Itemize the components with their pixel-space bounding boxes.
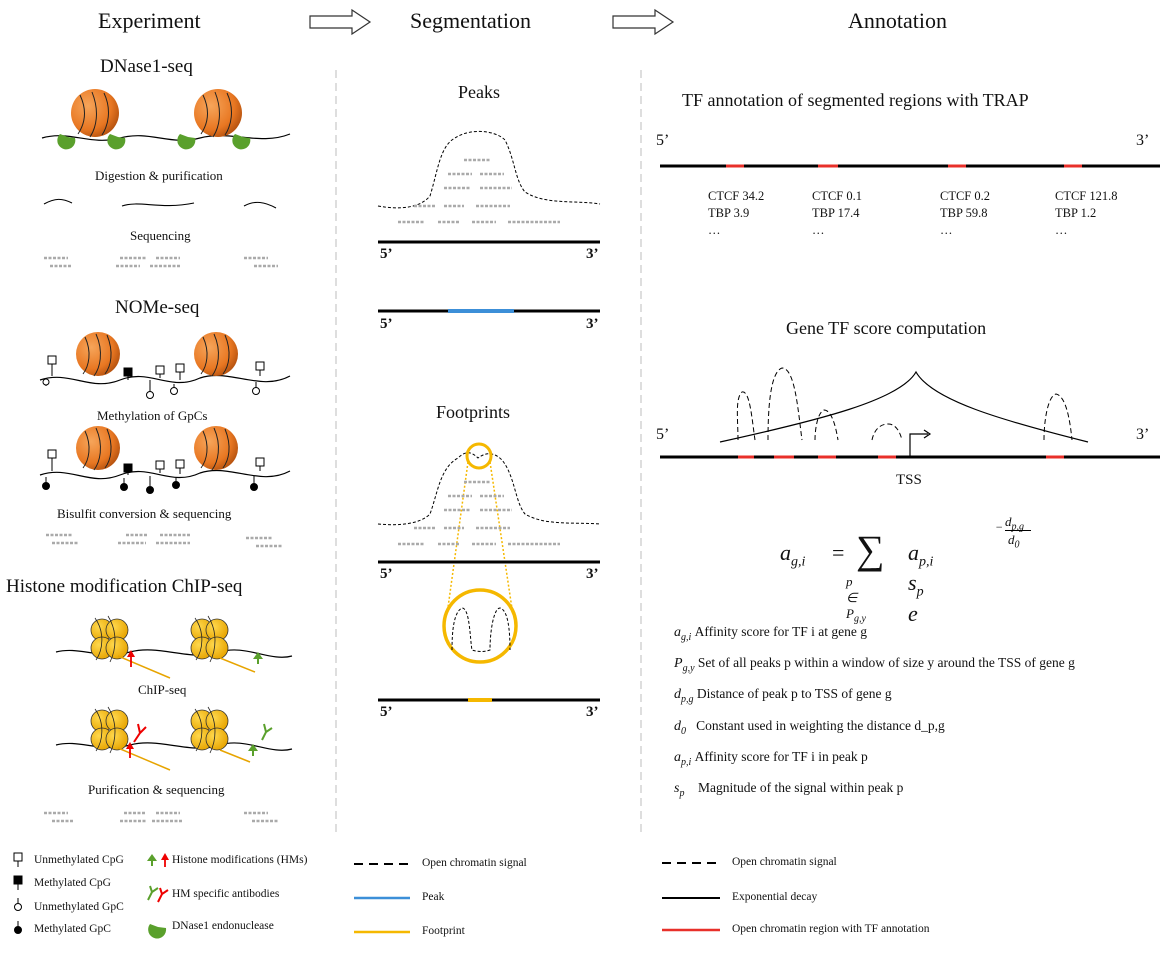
- region-annotation-4: CTCF 121.8 TBP 1.2…: [1055, 189, 1118, 237]
- histone-reads: [44, 811, 278, 823]
- definition-sp: sp Magnitude of the signal within peak p: [674, 780, 904, 799]
- nucleosome-1: [71, 89, 119, 138]
- legend-footprint: Footprint: [422, 925, 465, 937]
- gene-title: Gene TF score computation: [786, 318, 987, 338]
- histone-chromatin-2: [55, 742, 293, 751]
- nome-markers-2: [42, 449, 265, 494]
- foot-signal: [377, 452, 601, 526]
- legend-exp-decay: Exponential decay: [732, 891, 818, 903]
- legend-unmethylated-gpc: Unmethylated GpC: [34, 901, 124, 913]
- legend-methylated-cpg: Methylated CpG: [34, 877, 111, 889]
- histone-tails-2: [117, 747, 251, 771]
- peaks-five-prime: 5’: [380, 246, 393, 262]
- peak-bar-three-prime: 3’: [586, 316, 599, 332]
- hm-antibodies-bound: [133, 723, 273, 743]
- nome-nucleosome-3: [76, 426, 120, 471]
- peaks-reads: [398, 158, 560, 224]
- nome-chromatin-1: [39, 374, 291, 385]
- histone-octamer-3: [90, 706, 129, 754]
- footprint-zoom-signal: [451, 607, 511, 652]
- digestion-caption: Digestion & purification: [95, 168, 223, 183]
- gene-five-prime: 5’: [656, 426, 670, 443]
- histone-octamer-4: [190, 706, 229, 754]
- definition-d0: d0 Constant used in weighting the distan…: [674, 718, 945, 737]
- header-arrow-1: [309, 8, 372, 36]
- foot-reads: [398, 480, 560, 546]
- definition-dpg: dp,g Distance of peak p to TSS of gene g: [674, 686, 892, 705]
- peaks-signal: [377, 131, 601, 209]
- nome-chromatin-2: [39, 469, 291, 480]
- definition-pgy: Pg,y Set of all peaks p within a window …: [674, 655, 1075, 674]
- nome-reads: [46, 533, 282, 548]
- digested-fragments: [43, 198, 277, 209]
- peak-bar-five-prime: 5’: [380, 316, 393, 332]
- legend-methylated-gpc-icon: [14, 921, 22, 934]
- header-annotation: Annotation: [848, 8, 947, 33]
- foot-bar-three-prime: 3’: [586, 704, 599, 720]
- nome-markers-1: [42, 355, 265, 399]
- gene-three-prime: 3’: [1136, 426, 1150, 443]
- legend-unmethylated-gpc-icon: [14, 898, 22, 911]
- region-annotation-2: CTCF 0.1 TBP 17.4…: [812, 189, 863, 237]
- legend-hm-antibodies: HM specific antibodies: [172, 888, 280, 900]
- nucleosome-2: [194, 89, 242, 138]
- legend-unmethylated-cpg: Unmethylated CpG: [34, 854, 124, 866]
- gene-peaks-signal: [736, 367, 1073, 441]
- histone-tails-1: [117, 655, 256, 679]
- definition-agi: ag,i Affinity score for TF i at gene g: [674, 624, 867, 643]
- chip-caption: ChIP-seq: [138, 682, 187, 697]
- footprint-zoom-circle: [442, 588, 518, 664]
- histone-octamer-1: [90, 615, 129, 663]
- legend-hm-antibodies-icon: [147, 885, 169, 903]
- purification-caption: Purification & sequencing: [88, 782, 225, 797]
- nome-nucleosome-4: [194, 426, 238, 471]
- trap-title: TF annotation of segmented regions with …: [682, 90, 1029, 110]
- histone-mod-arrows-2: [126, 742, 258, 758]
- region-annotation-1: CTCF 34.2 TBP 3.9…: [708, 189, 765, 237]
- legend-methylated-gpc: Methylated GpC: [34, 923, 111, 935]
- histone-octamer-2: [190, 615, 229, 663]
- legend-methylated-cpg-icon: [13, 875, 23, 890]
- header-segmentation: Segmentation: [410, 8, 531, 33]
- footprint-highlight-small: [465, 442, 493, 470]
- legend-open-signal-2: Open chromatin signal: [732, 856, 837, 868]
- histone-title: Histone modification ChIP-seq: [6, 576, 243, 597]
- legend-dnase-icon: [148, 924, 167, 939]
- nome-nucleosome-2: [194, 332, 238, 377]
- legend-open-region-tf: Open chromatin region with TF annotation: [732, 923, 930, 935]
- legend-open-signal-1: Open chromatin signal: [422, 857, 527, 869]
- dnase-title: DNase1-seq: [100, 56, 193, 77]
- region-annotation-3: CTCF 0.2 TBP 59.8…: [940, 189, 991, 237]
- legend-dnase-endo: DNase1 endonuclease: [172, 920, 274, 932]
- exp-decay-curve: [719, 370, 1089, 443]
- foot-five-prime: 5’: [380, 566, 393, 582]
- legend-histone-mods-icon: [147, 853, 169, 867]
- legend-histone-mods: Histone modifications (HMs): [172, 854, 308, 866]
- dnase-chromatin: [41, 133, 291, 141]
- header-arrow-2: [612, 8, 675, 36]
- nome-title: NOMe-seq: [115, 297, 200, 318]
- legend-peak: Peak: [422, 891, 445, 903]
- foot-three-prime: 3’: [586, 566, 599, 582]
- nome-nucleosome-1: [76, 332, 120, 377]
- dnase-enzymes: [57, 134, 251, 150]
- histone-mod-arrows-1: [127, 650, 263, 667]
- methylation-caption: Methylation of GpCs: [97, 408, 208, 423]
- legend-unmethylated-cpg-icon: [13, 852, 23, 867]
- definition-api: ap,i Affinity score for TF i in peak p: [674, 749, 868, 768]
- foot-bar-five-prime: 5’: [380, 704, 393, 720]
- dnase-reads: [44, 256, 278, 268]
- peaks-title: Peaks: [458, 82, 500, 102]
- tss-label: TSS: [896, 472, 922, 488]
- header-experiment: Experiment: [98, 8, 201, 33]
- sequencing-caption: Sequencing: [130, 228, 191, 243]
- bisulfit-caption: Bisulfit conversion & sequencing: [57, 506, 232, 521]
- tss-arrow: [909, 429, 932, 456]
- trap-five-prime: 5’: [656, 132, 670, 149]
- trap-three-prime: 3’: [1136, 132, 1150, 149]
- footprint-zoom-lines: [445, 461, 515, 623]
- footprints-title: Footprints: [436, 402, 511, 422]
- peaks-three-prime: 3’: [586, 246, 599, 262]
